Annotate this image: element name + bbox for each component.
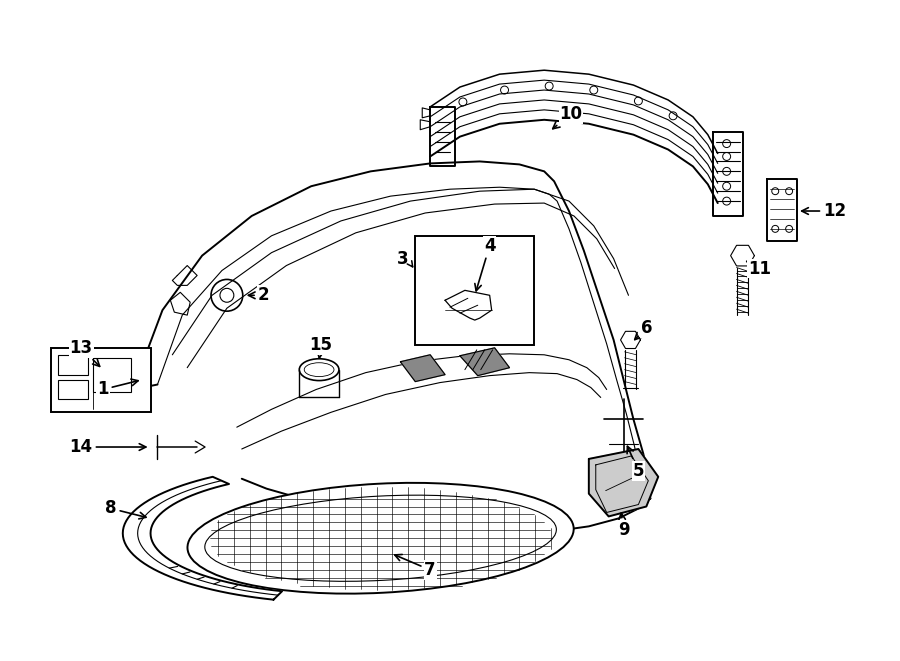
Polygon shape bbox=[400, 355, 445, 381]
Text: 14: 14 bbox=[69, 438, 146, 456]
Text: 11: 11 bbox=[747, 260, 771, 278]
Ellipse shape bbox=[205, 495, 556, 581]
Text: 10: 10 bbox=[553, 105, 582, 129]
FancyBboxPatch shape bbox=[93, 358, 130, 393]
FancyBboxPatch shape bbox=[415, 236, 535, 345]
Text: 8: 8 bbox=[105, 500, 146, 519]
FancyBboxPatch shape bbox=[58, 355, 88, 375]
FancyBboxPatch shape bbox=[58, 379, 88, 399]
Polygon shape bbox=[460, 348, 509, 375]
Text: 4: 4 bbox=[475, 237, 496, 291]
Polygon shape bbox=[589, 449, 658, 516]
Ellipse shape bbox=[187, 483, 573, 594]
Text: 5: 5 bbox=[627, 446, 644, 480]
Text: 15: 15 bbox=[310, 336, 333, 358]
Text: 6: 6 bbox=[634, 319, 652, 340]
Text: 9: 9 bbox=[617, 513, 629, 539]
Polygon shape bbox=[122, 477, 282, 600]
Text: 3: 3 bbox=[397, 250, 409, 268]
Text: 7: 7 bbox=[395, 555, 436, 579]
FancyBboxPatch shape bbox=[51, 348, 150, 412]
Text: 2: 2 bbox=[248, 286, 269, 304]
Text: 1: 1 bbox=[97, 379, 138, 399]
Text: 12: 12 bbox=[802, 202, 846, 220]
Text: 13: 13 bbox=[69, 339, 100, 366]
